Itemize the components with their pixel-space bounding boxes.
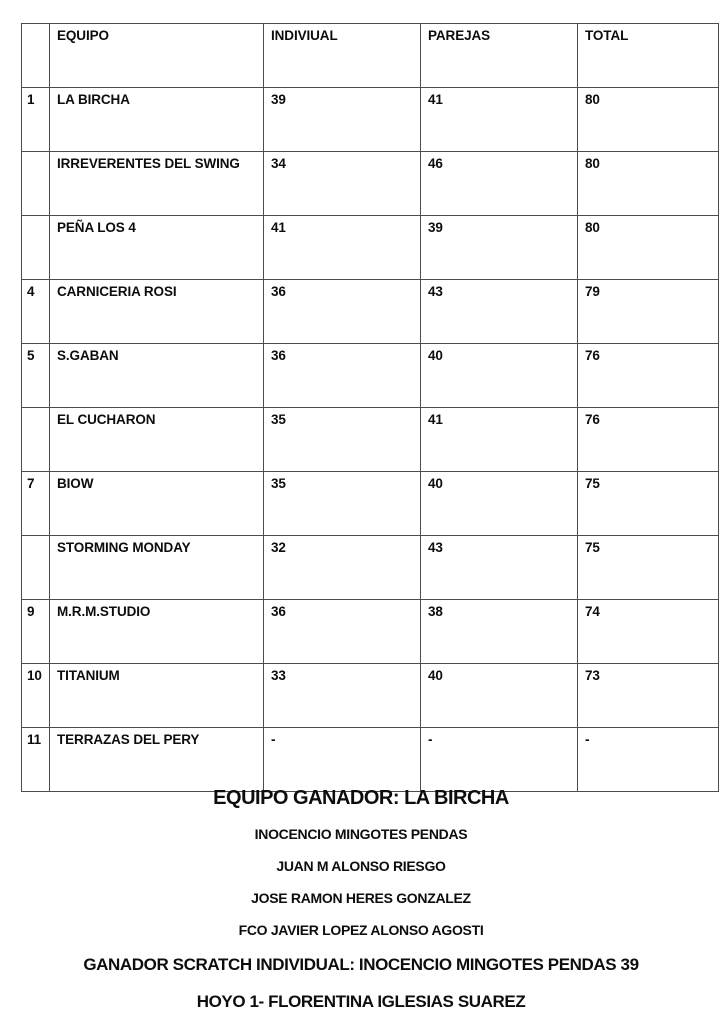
table-row: 11 TERRAZAS DEL PERY - - - bbox=[21, 727, 719, 792]
cell-total: 73 bbox=[577, 663, 719, 728]
cell-rank bbox=[21, 215, 50, 280]
table-row: 9 M.R.M.STUDIO 36 38 74 bbox=[21, 599, 719, 664]
header-equipo: EQUIPO bbox=[49, 23, 264, 88]
cell-equipo: S.GABAN bbox=[49, 343, 264, 408]
cell-total: 80 bbox=[577, 87, 719, 152]
cell-equipo: TERRAZAS DEL PERY bbox=[49, 727, 264, 792]
cell-parejas: 41 bbox=[420, 407, 578, 472]
cell-equipo: BIOW bbox=[49, 471, 264, 536]
cell-parejas: 39 bbox=[420, 215, 578, 280]
cell-individual: 33 bbox=[263, 663, 421, 728]
cell-parejas: 38 bbox=[420, 599, 578, 664]
cell-individual: 35 bbox=[263, 407, 421, 472]
winner-player: JOSE RAMON HERES GONZALEZ bbox=[251, 890, 471, 906]
cell-rank: 10 bbox=[21, 663, 50, 728]
cell-rank: 5 bbox=[21, 343, 50, 408]
cell-total: 79 bbox=[577, 279, 719, 344]
table-row: IRREVERENTES DEL SWING 34 46 80 bbox=[21, 151, 719, 216]
table-row: EL CUCHARON 35 41 76 bbox=[21, 407, 719, 472]
cell-equipo: PEÑA LOS 4 bbox=[49, 215, 264, 280]
cell-rank bbox=[21, 535, 50, 600]
cell-parejas: 40 bbox=[420, 663, 578, 728]
cell-individual: 41 bbox=[263, 215, 421, 280]
cell-parejas: 43 bbox=[420, 535, 578, 600]
table-row: PEÑA LOS 4 41 39 80 bbox=[21, 215, 719, 280]
table-row: 10 TITANIUM 33 40 73 bbox=[21, 663, 719, 728]
cell-equipo: TITANIUM bbox=[49, 663, 264, 728]
cell-total: - bbox=[577, 727, 719, 792]
cell-rank: 1 bbox=[21, 87, 50, 152]
cell-total: 80 bbox=[577, 215, 719, 280]
cell-rank: 4 bbox=[21, 279, 50, 344]
header-parejas: PAREJAS bbox=[420, 23, 578, 88]
winner-players-list: INOCENCIO MINGOTES PENDAS JUAN M ALONSO R… bbox=[0, 826, 722, 939]
cell-individual: 36 bbox=[263, 343, 421, 408]
hoyo-winner-line: HOYO 1- FLORENTINA IGLESIAS SUAREZ bbox=[196, 992, 526, 1011]
cell-equipo: CARNICERIA ROSI bbox=[49, 279, 264, 344]
winner-player: JUAN M ALONSO RIESGO bbox=[276, 858, 446, 874]
cell-individual: 32 bbox=[263, 535, 421, 600]
cell-equipo: M.R.M.STUDIO bbox=[49, 599, 264, 664]
cell-individual: 35 bbox=[263, 471, 421, 536]
table-row: 7 BIOW 35 40 75 bbox=[21, 471, 719, 536]
cell-total: 75 bbox=[577, 535, 719, 600]
cell-equipo: STORMING MONDAY bbox=[49, 535, 264, 600]
cell-parejas: 40 bbox=[420, 343, 578, 408]
winner-player: INOCENCIO MINGOTES PENDAS bbox=[254, 826, 468, 842]
header-rank bbox=[21, 23, 50, 88]
cell-rank: 9 bbox=[21, 599, 50, 664]
winner-player: FCO JAVIER LOPEZ ALONSO AGOSTI bbox=[238, 922, 484, 938]
table-row: 1 LA BIRCHA 39 41 80 bbox=[21, 87, 719, 152]
cell-equipo: IRREVERENTES DEL SWING bbox=[49, 151, 264, 216]
cell-individual: 39 bbox=[263, 87, 421, 152]
header-individual: INDIVIUAL bbox=[263, 23, 421, 88]
standings-table-body: 1 LA BIRCHA 39 41 80 IRREVERENTES DEL SWING 34… bbox=[21, 87, 719, 792]
cell-total: 80 bbox=[577, 151, 719, 216]
cell-individual: 36 bbox=[263, 599, 421, 664]
cell-parejas: 41 bbox=[420, 87, 578, 152]
cell-total: 76 bbox=[577, 343, 719, 408]
cell-parejas: - bbox=[420, 727, 578, 792]
cell-rank bbox=[21, 407, 50, 472]
table-header-row: EQUIPO INDIVIUAL PAREJAS TOTAL bbox=[21, 23, 719, 88]
cell-parejas: 40 bbox=[420, 471, 578, 536]
cell-individual: 36 bbox=[263, 279, 421, 344]
scratch-winner-line: GANADOR SCRATCH INDIVIDUAL: INOCENCIO MI… bbox=[83, 955, 639, 974]
standings-table: EQUIPO INDIVIUAL PAREJAS TOTAL 1 LA BIRCH… bbox=[21, 23, 719, 792]
cell-rank: 11 bbox=[21, 727, 50, 792]
cell-equipo: EL CUCHARON bbox=[49, 407, 264, 472]
cell-total: 75 bbox=[577, 471, 719, 536]
table-row: 5 S.GABAN 36 40 76 bbox=[21, 343, 719, 408]
results-footer: EQUIPO GANADOR: LA BIRCHA INOCENCIO MING… bbox=[0, 752, 722, 1012]
table-row: 4 CARNICERIA ROSI 36 43 79 bbox=[21, 279, 719, 344]
cell-total: 76 bbox=[577, 407, 719, 472]
cell-total: 74 bbox=[577, 599, 719, 664]
cell-rank: 7 bbox=[21, 471, 50, 536]
cell-rank bbox=[21, 151, 50, 216]
header-total: TOTAL bbox=[577, 23, 719, 88]
cell-equipo: LA BIRCHA bbox=[49, 87, 264, 152]
table-row: STORMING MONDAY 32 43 75 bbox=[21, 535, 719, 600]
cell-parejas: 46 bbox=[420, 151, 578, 216]
cell-parejas: 43 bbox=[420, 279, 578, 344]
winner-title: EQUIPO GANADOR: LA BIRCHA bbox=[213, 787, 509, 809]
cell-individual: 34 bbox=[263, 151, 421, 216]
